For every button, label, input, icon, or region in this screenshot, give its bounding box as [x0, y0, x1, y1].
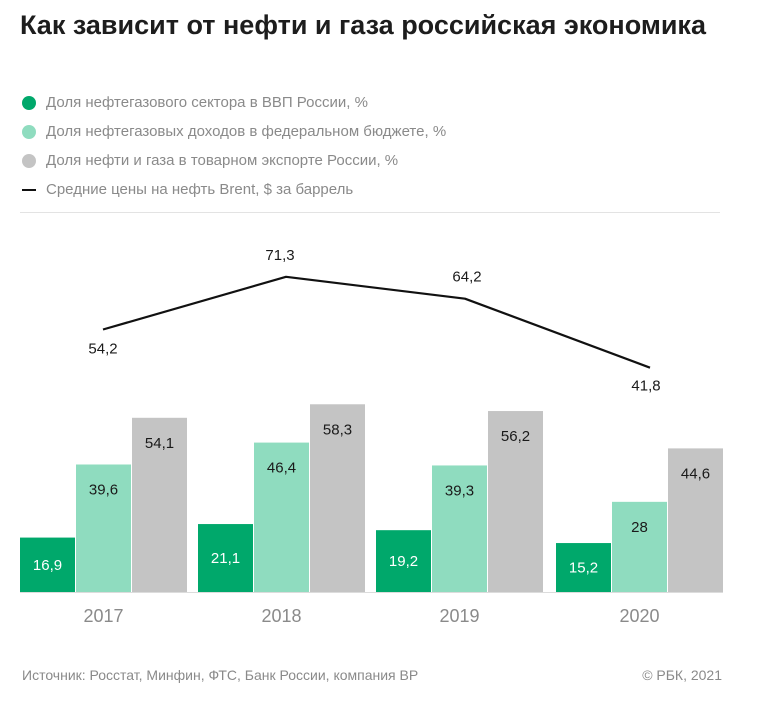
bar-2019-series-2: [432, 465, 487, 592]
legend-label-gdp-share: Доля нефтегазового сектора в ВВП России,…: [46, 94, 368, 111]
legend-marker-gdp-share: [22, 95, 36, 110]
bar-2020-series-3: [668, 448, 723, 592]
bar-2020-series-1: [556, 543, 611, 592]
bar-2017-series-3: [132, 417, 187, 592]
line-label-2018: 71,3: [265, 247, 294, 264]
bar-2018-series-1: [198, 524, 253, 592]
legend-label-export-share: Доля нефти и газа в товарном экспорте Ро…: [46, 152, 399, 169]
x-tick-label-2017: 2017: [83, 606, 123, 626]
x-tick-label-2018: 2018: [261, 606, 301, 626]
bar-label-2019-series-3: 56,2: [501, 428, 530, 445]
copyright-note: © РБК, 2021: [642, 667, 722, 683]
legend-item-budget-share: Доля нефтегазовых доходов в федеральном …: [22, 117, 446, 146]
bar-label-2017-series-1: 16,9: [33, 557, 62, 574]
legend-marker-budget-share: [22, 124, 36, 139]
bar-label-2019-series-1: 19,2: [389, 553, 418, 570]
chart-plot-area: 16,9 39,6 54,1 2017 21,1 46,4 58,3 2018 19,2 39,3…: [20, 247, 723, 626]
bar-label-2019-series-2: 39,3: [445, 482, 474, 499]
x-tick-label-2019: 2019: [439, 606, 479, 626]
legend-label-budget-share: Доля нефтегазовых доходов в федеральном …: [46, 123, 447, 140]
bar-label-2018-series-2: 46,4: [267, 460, 296, 477]
legend: Доля нефтегазового сектора в ВВП России,…: [22, 88, 446, 204]
bar-label-2017-series-2: 39,6: [89, 481, 118, 498]
chart-title: Как зависит от нефти и газа российская э…: [20, 10, 706, 40]
bar-2017-series-2: [76, 464, 131, 592]
bar-2019-series-3: [488, 411, 543, 592]
bar-2017-series-1: [20, 537, 75, 592]
legend-item-export-share: Доля нефти и газа в товарном экспорте Ро…: [22, 146, 446, 175]
bar-2018-series-3: [310, 404, 365, 592]
brent-price-line: [102, 275, 651, 369]
legend-item-gdp-share: Доля нефтегазового сектора в ВВП России,…: [22, 88, 446, 117]
bar-label-2017-series-3: 54,1: [145, 435, 174, 452]
bar-label-2020-series-2: 28: [631, 519, 648, 536]
bar-label-2018-series-1: 21,1: [211, 550, 240, 567]
legend-marker-brent-price: [22, 188, 36, 191]
line-label-2017: 54,2: [88, 341, 117, 358]
legend-item-brent-price: Средние цены на нефть Brent, $ за баррел…: [22, 175, 446, 204]
bar-2020-series-2: [612, 501, 667, 592]
x-tick-label-2020: 2020: [619, 606, 659, 626]
line-label-2020: 41,8: [631, 378, 660, 395]
bar-label-2018-series-3: 58,3: [323, 421, 352, 438]
legend-marker-export-share: [22, 153, 36, 168]
source-note: Источник: Росстат, Минфин, ФТС, Банк Рос…: [22, 667, 419, 683]
bar-2018-series-2: [254, 442, 309, 592]
bar-label-2020-series-3: 44,6: [681, 465, 710, 482]
legend-label-brent-price: Средние цены на нефть Brent, $ за баррел…: [46, 181, 354, 198]
legend-divider: [20, 212, 720, 213]
line-label-2019: 64,2: [452, 269, 481, 286]
bar-2019-series-1: [376, 530, 431, 592]
bar-label-2020-series-1: 15,2: [569, 560, 598, 577]
